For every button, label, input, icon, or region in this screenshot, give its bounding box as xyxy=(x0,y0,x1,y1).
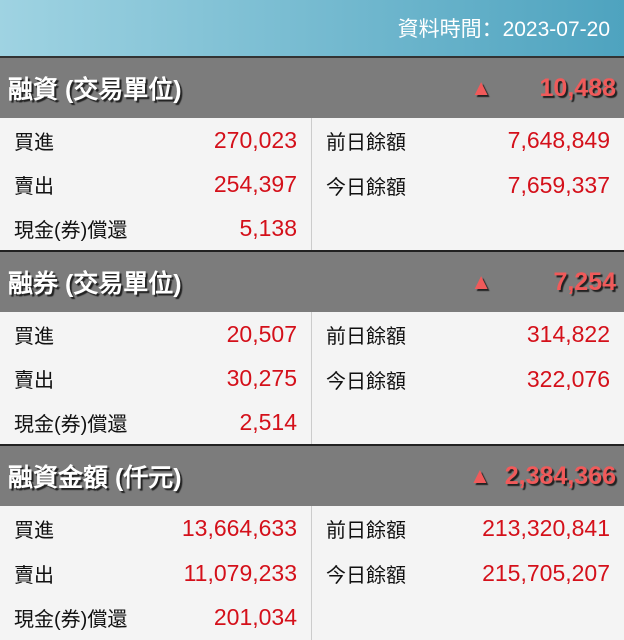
list-item: 賣出 11,079,233 xyxy=(0,551,311,596)
row-value: 201,034 xyxy=(213,604,297,631)
row-label: 前日餘額 xyxy=(326,519,406,542)
row-value: 215,705,207 xyxy=(482,559,610,586)
row-value: 7,659,337 xyxy=(507,171,610,198)
section-header: 融券 (交易單位) ▲ 7,254 xyxy=(0,252,624,312)
row-value: 2,514 xyxy=(239,408,297,435)
list-item: 前日餘額 213,320,841 xyxy=(312,506,624,551)
row-label: 買進 xyxy=(14,325,54,348)
list-item: 前日餘額 314,822 xyxy=(312,312,624,357)
section-header: 融資 (交易單位) ▲ 10,488 xyxy=(0,58,624,118)
row-value: 20,507 xyxy=(226,320,297,347)
data-time: 資料時間：2023-07-20 xyxy=(397,18,610,41)
section-header: 融資金額 (仟元) ▲ 2,384,366 xyxy=(0,446,624,506)
section-rows: 買進 13,664,633 賣出 11,079,233 現金(券)償還 201,034 前日… xyxy=(0,506,624,640)
section-title: 融券 (交易單位) xyxy=(8,270,182,298)
row-label: 現金(券)償還 xyxy=(14,609,128,632)
row-label: 賣出 xyxy=(14,175,54,198)
section-change: 7,254 xyxy=(553,267,616,296)
row-value: 254,397 xyxy=(213,170,297,197)
up-triangle-icon: ▲ xyxy=(470,75,492,100)
list-item: 今日餘額 322,076 xyxy=(312,357,624,402)
row-label: 前日餘額 xyxy=(326,131,406,154)
up-triangle-icon: ▲ xyxy=(470,269,492,294)
up-triangle-icon: ▲ xyxy=(469,463,491,488)
row-value: 5,138 xyxy=(239,214,297,241)
row-label: 賣出 xyxy=(14,564,54,587)
list-item: 今日餘額 7,659,337 xyxy=(312,163,624,208)
row-label: 賣出 xyxy=(14,369,54,392)
list-item: 買進 270,023 xyxy=(0,118,311,162)
row-value: 213,320,841 xyxy=(482,514,610,541)
row-label: 買進 xyxy=(14,519,54,542)
header-bar: 資料時間：2023-07-20 xyxy=(0,0,624,58)
list-item: 前日餘額 7,648,849 xyxy=(312,118,624,163)
section-rows: 買進 20,507 賣出 30,275 現金(券)償還 2,514 前日餘額 314,822 今… xyxy=(0,312,624,446)
row-label: 前日餘額 xyxy=(326,325,406,348)
list-item: 賣出 30,275 xyxy=(0,356,311,400)
row-value: 7,648,849 xyxy=(507,126,610,153)
row-value: 314,822 xyxy=(526,320,610,347)
list-item: 現金(券)償還 201,034 xyxy=(0,595,311,640)
list-item: 現金(券)償還 5,138 xyxy=(0,206,311,250)
row-label: 今日餘額 xyxy=(326,176,406,199)
row-label: 今日餘額 xyxy=(326,564,406,587)
row-value: 11,079,233 xyxy=(183,559,297,586)
list-item: 現金(券)償還 2,514 xyxy=(0,400,311,444)
list-item: 買進 20,507 xyxy=(0,312,311,356)
row-value: 13,664,633 xyxy=(181,514,297,541)
row-label: 今日餘額 xyxy=(326,370,406,393)
list-item: 賣出 254,397 xyxy=(0,162,311,206)
section-change: 2,384,366 xyxy=(504,461,616,490)
list-item: 買進 13,664,633 xyxy=(0,506,311,551)
section-title: 融資 (交易單位) xyxy=(8,76,182,104)
row-label: 現金(券)償還 xyxy=(14,219,128,242)
row-value: 30,275 xyxy=(226,364,297,391)
section-change: 10,488 xyxy=(539,73,616,102)
row-label: 買進 xyxy=(14,131,54,154)
section-title: 融資金額 (仟元) xyxy=(8,464,182,492)
section-rows: 買進 270,023 賣出 254,397 現金(券)償還 5,138 前日餘額 7,648,… xyxy=(0,118,624,252)
row-value: 270,023 xyxy=(213,126,297,153)
row-label: 現金(券)償還 xyxy=(14,413,128,436)
list-item: 今日餘額 215,705,207 xyxy=(312,551,624,596)
row-value: 322,076 xyxy=(526,365,610,392)
